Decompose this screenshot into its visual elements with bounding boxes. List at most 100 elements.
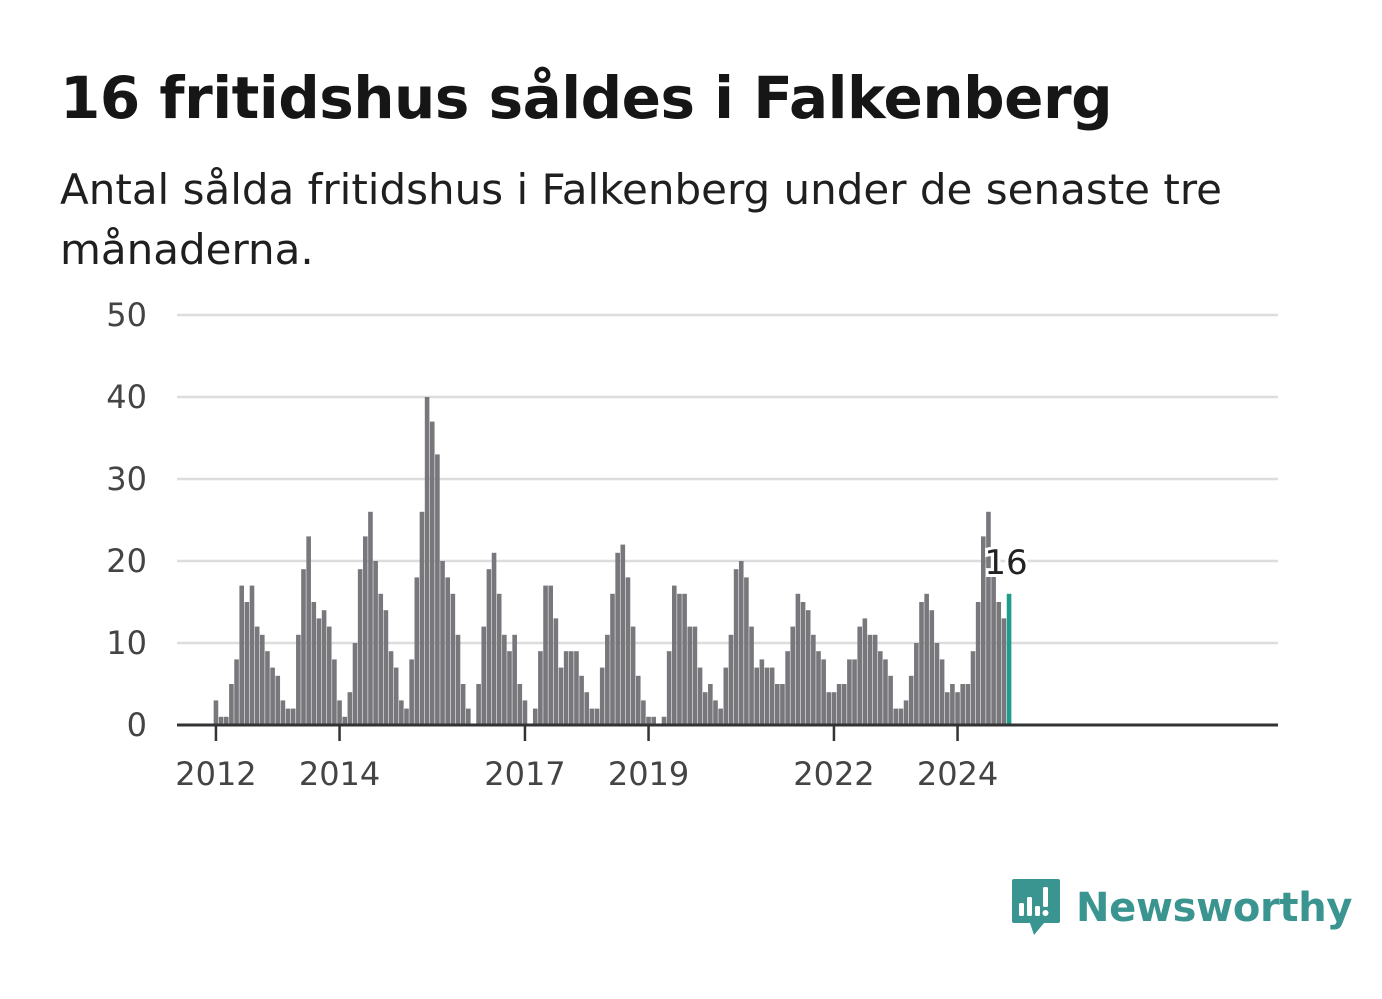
- brand-name: Newsworthy: [1076, 885, 1353, 931]
- bar: [275, 675, 281, 725]
- bar: [383, 610, 389, 725]
- bar: [260, 634, 265, 725]
- bar: [672, 585, 677, 725]
- bar: [991, 569, 996, 725]
- bar: [615, 552, 620, 725]
- y-tick-label: 40: [106, 378, 147, 416]
- bar: [502, 634, 507, 725]
- bar: [831, 692, 837, 725]
- bar-latest: [1006, 593, 1012, 725]
- bar: [826, 692, 832, 725]
- bar: [790, 626, 796, 725]
- bar: [785, 651, 790, 725]
- bar: [244, 602, 250, 725]
- bar: [404, 708, 409, 725]
- bar: [1001, 618, 1007, 725]
- bar: [960, 684, 965, 725]
- bar: [924, 593, 929, 725]
- brand-logo: Newsworthy: [1010, 876, 1353, 940]
- bar: [908, 675, 914, 725]
- chart-subtitle: Antal sålda fritidshus i Falkenberg unde…: [60, 165, 1223, 274]
- bar: [713, 700, 718, 725]
- bar: [718, 708, 723, 725]
- bar: [496, 593, 502, 725]
- bar: [296, 634, 301, 725]
- bar: [981, 536, 986, 725]
- bar: [625, 577, 631, 725]
- bar: [239, 585, 244, 725]
- bar: [553, 618, 559, 725]
- x-tick-label: 2014: [299, 755, 380, 793]
- bar: [883, 659, 888, 725]
- bar: [316, 618, 322, 725]
- bar: [754, 667, 759, 725]
- bar: [893, 708, 899, 725]
- bar: [702, 692, 708, 725]
- latest-value-label: 16: [984, 543, 1027, 583]
- bar: [306, 536, 311, 725]
- bar: [424, 397, 430, 725]
- bar: [393, 667, 399, 725]
- y-tick-label: 50: [106, 296, 147, 334]
- y-tick-label: 20: [106, 542, 147, 580]
- bar: [445, 577, 450, 725]
- bar: [651, 716, 656, 725]
- bar: [996, 602, 1002, 725]
- bar: [460, 684, 466, 725]
- bar: [955, 692, 960, 725]
- bar: [589, 708, 595, 725]
- bar: [579, 675, 584, 725]
- bar: [764, 667, 770, 725]
- bar: [285, 708, 291, 725]
- bar: [934, 643, 940, 725]
- bar: [903, 700, 909, 725]
- newsworthy-logo-icon: [1012, 879, 1060, 935]
- bar: [213, 700, 219, 725]
- bar: [455, 634, 461, 725]
- bars: [213, 397, 1012, 725]
- bar: [749, 626, 754, 725]
- bar: [584, 692, 590, 725]
- bar: [357, 569, 363, 725]
- labels: 0 10 20 30 40 50 2012 2014 2017 2019 2022 2024 16: [106, 296, 1030, 793]
- bar: [914, 643, 919, 725]
- bar: [517, 684, 523, 725]
- bar: [419, 511, 425, 725]
- bar: [847, 659, 852, 725]
- bar: [363, 536, 368, 725]
- bar: [429, 421, 435, 725]
- bar: [744, 577, 749, 725]
- bar: [507, 651, 512, 725]
- bar: [661, 716, 667, 725]
- bar: [347, 692, 353, 725]
- bar: [986, 511, 991, 725]
- bar: [409, 659, 414, 725]
- bar: [414, 577, 420, 725]
- x-tick-label: 2024: [917, 755, 998, 793]
- bar: [605, 634, 610, 725]
- bar: [620, 544, 626, 725]
- bar: [677, 593, 682, 725]
- bar: [373, 561, 378, 725]
- bar: [630, 626, 636, 725]
- bar: [929, 610, 935, 725]
- bar: [970, 651, 976, 725]
- bar: [440, 561, 445, 725]
- axes: [177, 723, 1278, 741]
- bar: [512, 634, 517, 725]
- bar: [733, 569, 739, 725]
- bar: [795, 593, 801, 725]
- bar: [301, 569, 306, 725]
- bar: [708, 684, 713, 725]
- gridlines: [177, 313, 1278, 645]
- bar: [944, 692, 950, 725]
- bar: [399, 700, 404, 725]
- bar: [569, 651, 574, 725]
- bar: [836, 684, 842, 725]
- bar: [759, 659, 765, 725]
- bar: [599, 667, 605, 725]
- bar: [466, 708, 471, 725]
- bar: [234, 659, 239, 725]
- bar: [965, 684, 971, 725]
